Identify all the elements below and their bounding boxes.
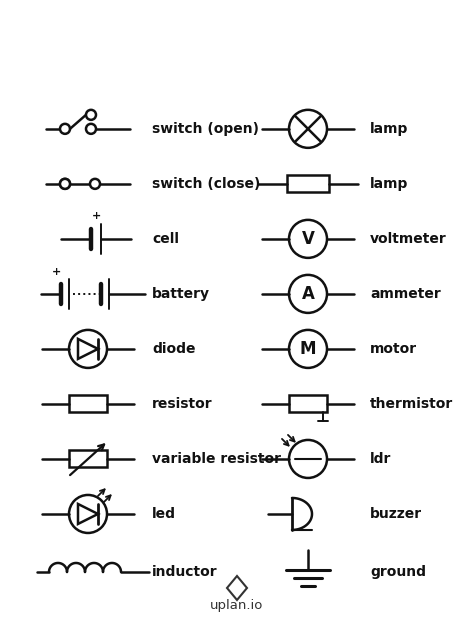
Text: thermistor: thermistor [370, 397, 453, 411]
Bar [69, 450, 107, 467]
Circle shape [60, 179, 70, 189]
Text: cell: cell [152, 232, 179, 246]
Text: uplan.io: uplan.io [210, 600, 264, 612]
Circle shape [60, 179, 70, 189]
Circle shape [90, 179, 100, 189]
Text: voltmeter: voltmeter [370, 232, 447, 246]
Text: lamp: lamp [370, 122, 409, 136]
Text: ldr: ldr [370, 452, 392, 466]
Text: inductor: inductor [152, 565, 218, 579]
Circle shape [289, 220, 327, 258]
Circle shape [289, 110, 327, 148]
Text: +: + [92, 211, 101, 221]
Polygon shape [78, 504, 98, 524]
Bar [69, 396, 107, 413]
Text: Electrical circuit symbols: Electrical circuit symbols [70, 35, 404, 59]
Bar [287, 176, 329, 192]
Text: buzzer: buzzer [370, 507, 422, 521]
Text: ground: ground [370, 565, 426, 579]
Circle shape [60, 124, 70, 134]
Circle shape [289, 275, 327, 313]
Text: switch (open): switch (open) [152, 122, 259, 136]
Bar [289, 396, 327, 413]
Circle shape [86, 124, 96, 134]
Polygon shape [227, 576, 247, 600]
Text: A: A [301, 285, 314, 303]
Text: V: V [301, 230, 314, 248]
Text: battery: battery [152, 287, 210, 301]
Circle shape [69, 495, 107, 533]
Text: led: led [152, 507, 176, 521]
Polygon shape [78, 339, 98, 359]
Text: switch (close): switch (close) [152, 177, 260, 191]
Text: resistor: resistor [152, 397, 213, 411]
Text: diode: diode [152, 342, 195, 356]
Text: lamp: lamp [370, 177, 409, 191]
Circle shape [69, 330, 107, 368]
Text: motor: motor [370, 342, 417, 356]
Circle shape [289, 330, 327, 368]
Text: variable resistor: variable resistor [152, 452, 281, 466]
Text: M: M [300, 340, 316, 358]
Circle shape [289, 440, 327, 478]
Text: ammeter: ammeter [370, 287, 441, 301]
Circle shape [86, 110, 96, 120]
Text: +: + [52, 267, 62, 277]
